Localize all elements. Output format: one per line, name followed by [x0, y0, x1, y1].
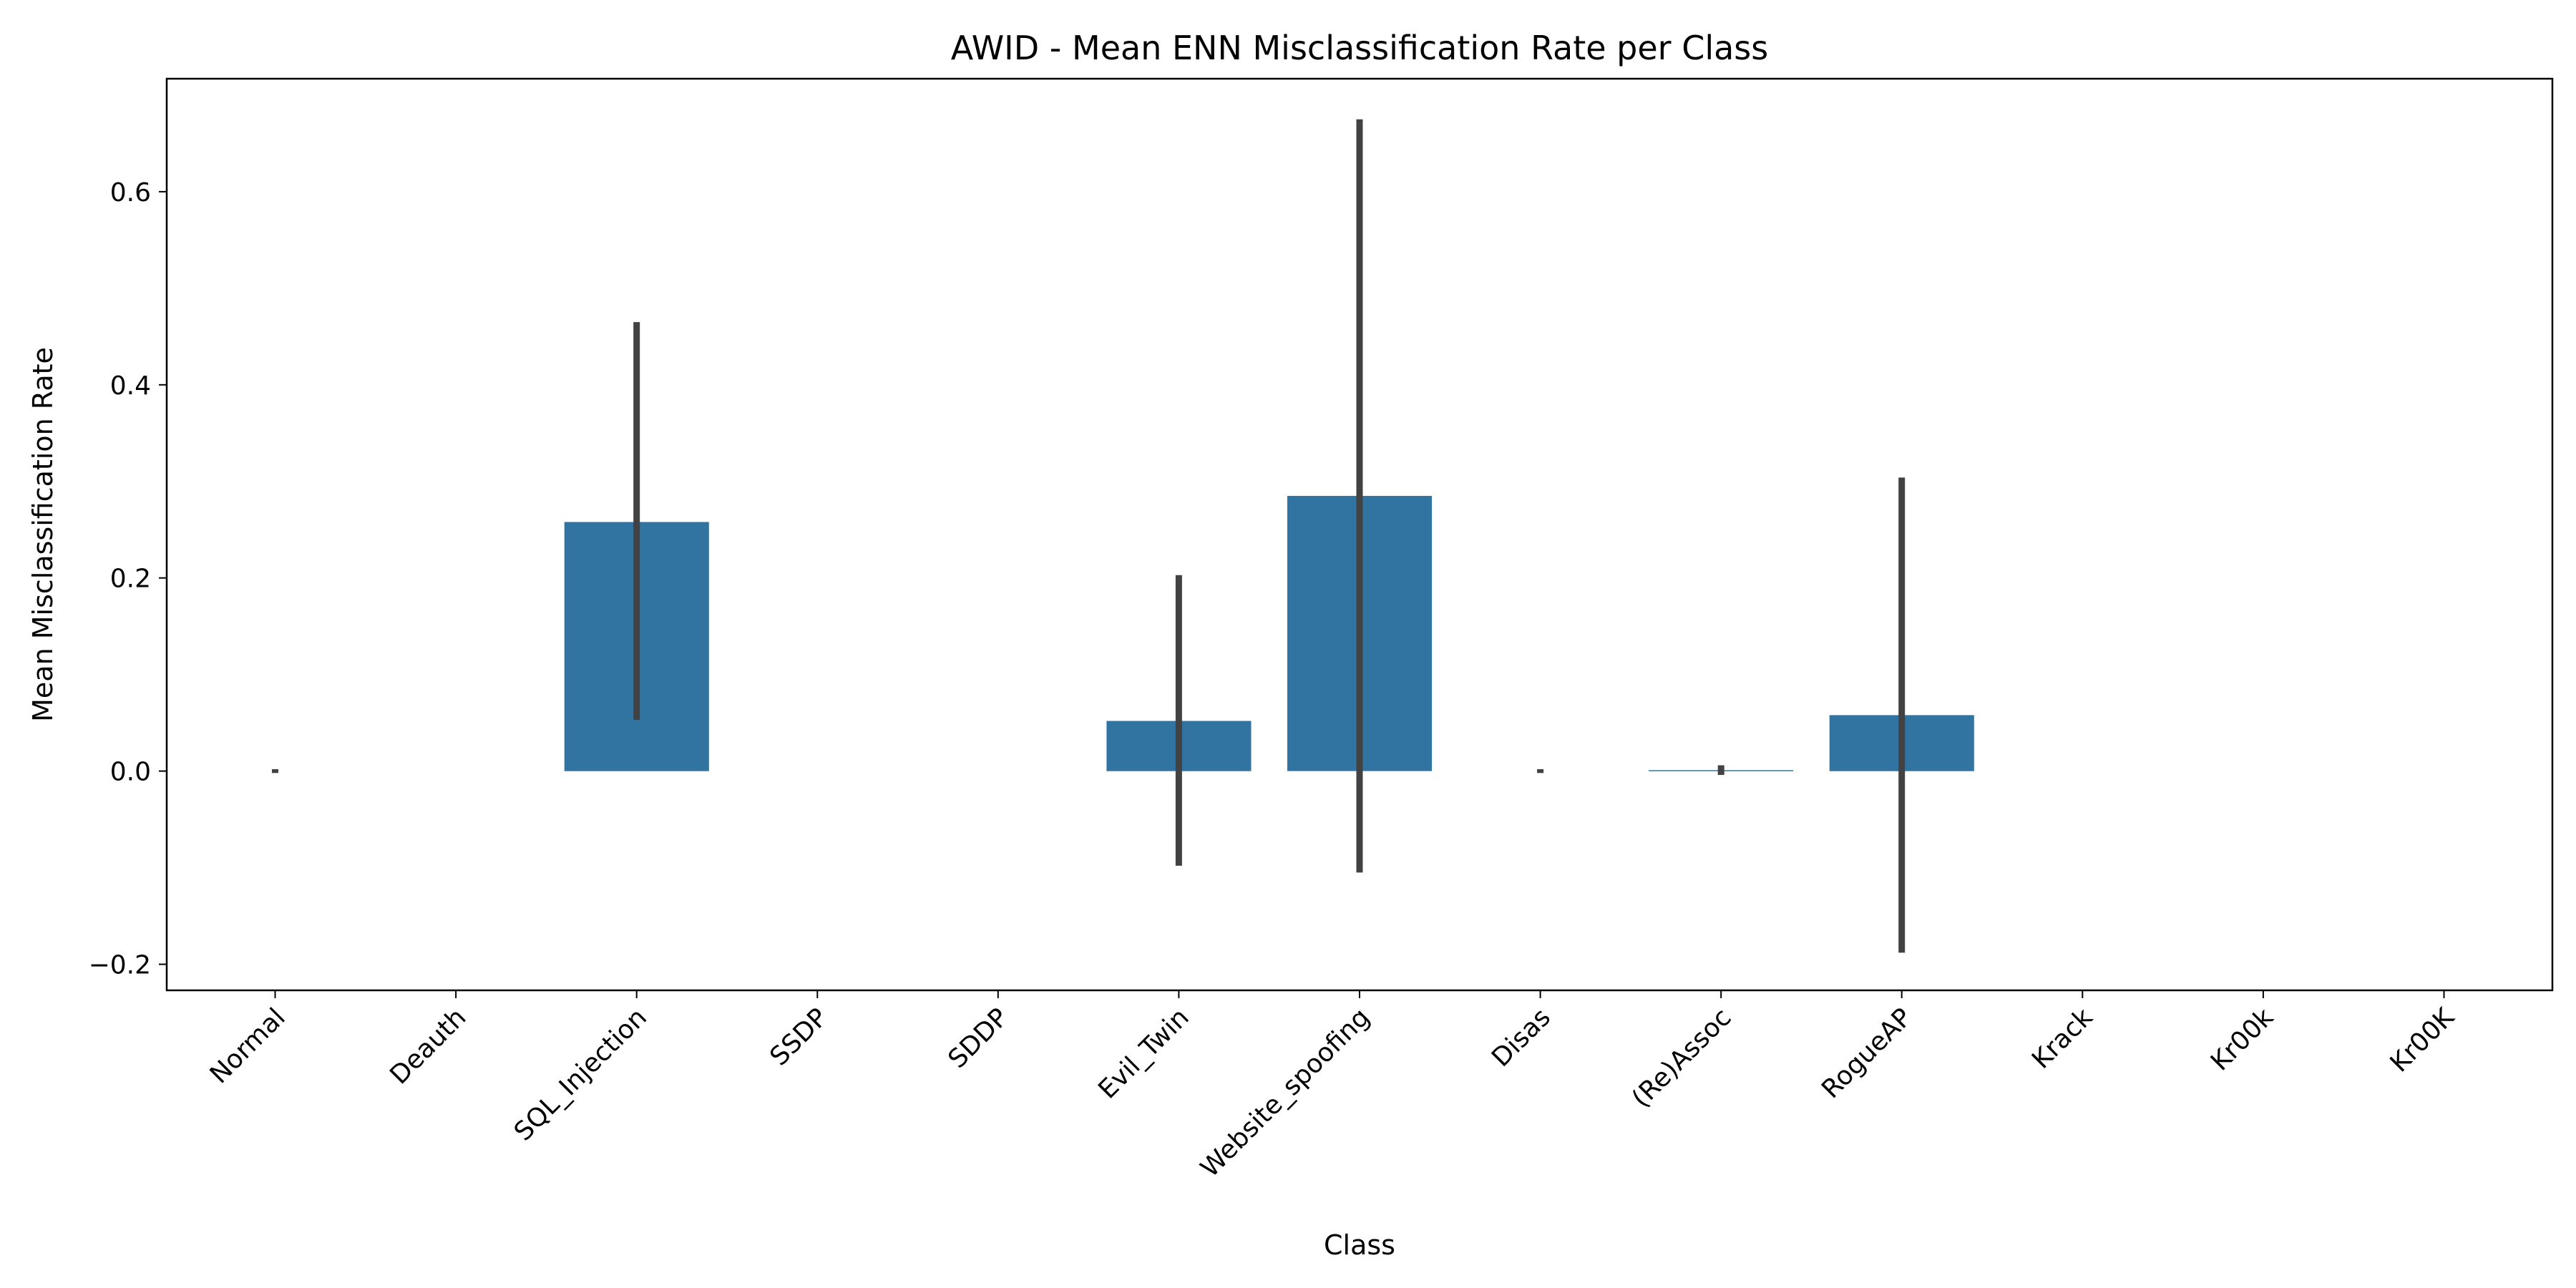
y-tick-label: 0.4: [110, 371, 151, 401]
y-axis: −0.2 0.0 0.2 0.4 0.6: [89, 178, 167, 980]
y-axis-title: Mean Misclassification Rate: [27, 347, 59, 722]
y-tick-label: 0.2: [110, 565, 151, 594]
y-tick-label: 0.0: [110, 758, 151, 787]
y-tick-label: 0.6: [110, 178, 151, 208]
errorbars-layer: [272, 119, 1906, 953]
chart-title: AWID - Mean ENN Misclassification Rate p…: [951, 29, 1768, 67]
x-axis-title: Class: [1324, 1229, 1395, 1261]
y-tick-label: −0.2: [89, 951, 151, 980]
